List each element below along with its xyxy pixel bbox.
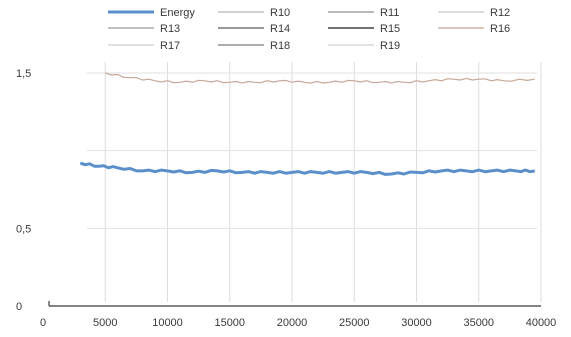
series-layer bbox=[79, 72, 536, 176]
y-tick-label: 0 bbox=[16, 301, 22, 313]
x-tick-label: 20000 bbox=[277, 317, 308, 329]
plot-grid bbox=[87, 62, 542, 302]
legend-label-r17: R17 bbox=[160, 40, 180, 52]
x-tick-label: 35000 bbox=[463, 317, 494, 329]
legend-label-r12: R12 bbox=[490, 7, 510, 19]
x-tick-label: 15000 bbox=[214, 317, 245, 329]
legend-label-r13: R13 bbox=[160, 23, 180, 35]
x-tick-label: 10000 bbox=[152, 317, 183, 329]
legend-label-r16: R16 bbox=[490, 23, 510, 35]
x-tick-label: 30000 bbox=[401, 317, 432, 329]
legend-label-r19: R19 bbox=[380, 40, 400, 52]
legend-label-r10: R10 bbox=[270, 7, 290, 19]
series-line-r16 bbox=[105, 72, 535, 84]
axes: 0 5000 10000 15000 20000 25000 30000 35000 40000… bbox=[16, 68, 556, 329]
x-tick-label: 5000 bbox=[93, 317, 117, 329]
x-tick-label: 0 bbox=[40, 317, 46, 329]
y-tick-label: 0,5 bbox=[16, 223, 31, 235]
series-line-energy bbox=[79, 161, 536, 176]
x-tick-label: 25000 bbox=[339, 317, 370, 329]
legend-label-r11: R11 bbox=[380, 7, 399, 19]
legend: Energy R10 R11 R12 R13 R14 R15 R16 R17 R18 R19 bbox=[108, 7, 510, 52]
legend-label-energy: Energy bbox=[160, 7, 195, 19]
legend-label-r18: R18 bbox=[270, 40, 290, 52]
x-tick-label: 40000 bbox=[526, 317, 557, 329]
legend-label-r14: R14 bbox=[270, 23, 290, 35]
y-tick-label: 1,5 bbox=[16, 68, 31, 80]
legend-label-r15: R15 bbox=[380, 23, 400, 35]
